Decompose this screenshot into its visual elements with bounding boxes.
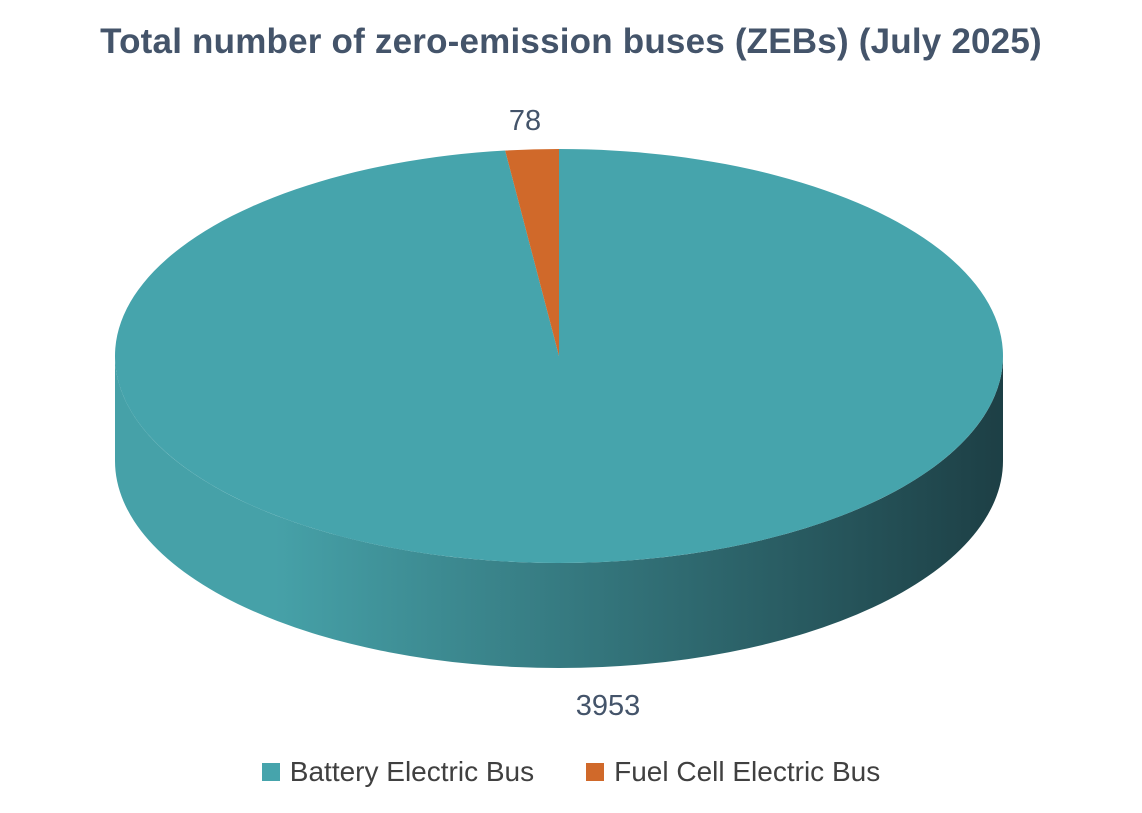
pie-label-fuel-cell: 78 <box>509 105 541 137</box>
legend: Battery Electric Bus Fuel Cell Electric … <box>0 756 1142 788</box>
legend-entry-battery: Battery Electric Bus <box>261 756 535 788</box>
pie-side-battery <box>115 356 1003 668</box>
legend-swatch-fuel-cell <box>586 763 605 781</box>
pie-top-face <box>115 149 1004 563</box>
legend-label-battery: Battery Electric Bus <box>289 756 535 787</box>
legend-label-fuel-cell: Fuel Cell Electric Bus <box>614 756 881 787</box>
pie-label-battery: 3953 <box>576 690 641 722</box>
pie-chart: 3953 78 <box>115 105 1004 722</box>
legend-swatch-battery <box>261 763 280 781</box>
pie-slice-fuel-cell <box>505 149 559 356</box>
legend-entry-fuel-cell: Fuel Cell Electric Bus <box>586 756 880 788</box>
pie-data-labels: 3953 78 <box>509 105 640 722</box>
chart-title: Total number of zero-emission buses (ZEB… <box>100 22 1042 61</box>
pie-side-wall <box>115 356 1003 668</box>
